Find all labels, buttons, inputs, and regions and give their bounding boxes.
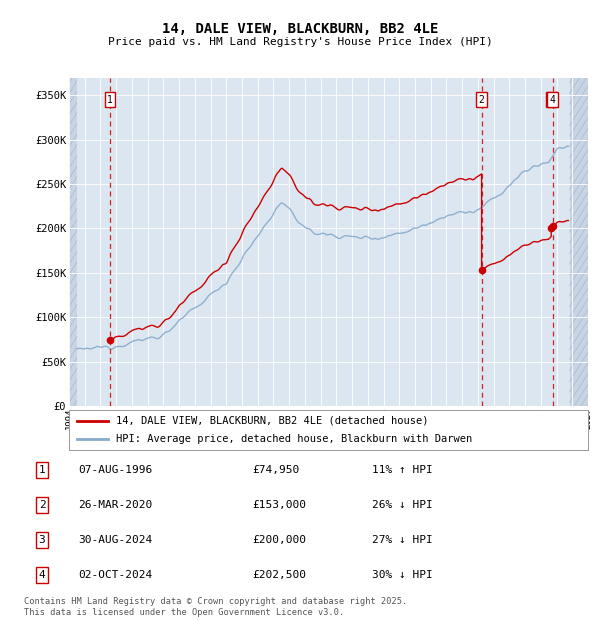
Bar (69, 78, 77, 406)
Text: 30% ↓ HPI: 30% ↓ HPI (372, 570, 433, 580)
Text: 14, DALE VIEW, BLACKBURN, BB2 4LE: 14, DALE VIEW, BLACKBURN, BB2 4LE (162, 22, 438, 36)
Text: 07-AUG-1996: 07-AUG-1996 (78, 465, 152, 475)
Text: 30-AUG-2024: 30-AUG-2024 (78, 535, 152, 545)
Text: 3: 3 (548, 95, 554, 105)
Text: 3: 3 (38, 535, 46, 545)
Text: HPI: Average price, detached house, Blackburn with Darwen: HPI: Average price, detached house, Blac… (116, 434, 472, 444)
Bar (569, 78, 588, 406)
Text: 2: 2 (38, 500, 46, 510)
Text: 26% ↓ HPI: 26% ↓ HPI (372, 500, 433, 510)
Text: 11% ↑ HPI: 11% ↑ HPI (372, 465, 433, 475)
Text: £74,950: £74,950 (252, 465, 299, 475)
Text: 4: 4 (38, 570, 46, 580)
Text: £202,500: £202,500 (252, 570, 306, 580)
Text: 27% ↓ HPI: 27% ↓ HPI (372, 535, 433, 545)
Text: 4: 4 (550, 95, 556, 105)
Text: Price paid vs. HM Land Registry's House Price Index (HPI): Price paid vs. HM Land Registry's House … (107, 37, 493, 47)
Text: £200,000: £200,000 (252, 535, 306, 545)
Text: Contains HM Land Registry data © Crown copyright and database right 2025.
This d: Contains HM Land Registry data © Crown c… (24, 598, 407, 617)
Text: 02-OCT-2024: 02-OCT-2024 (78, 570, 152, 580)
Text: 26-MAR-2020: 26-MAR-2020 (78, 500, 152, 510)
Text: 2: 2 (479, 95, 484, 105)
Text: £153,000: £153,000 (252, 500, 306, 510)
Text: 1: 1 (38, 465, 46, 475)
Text: 1: 1 (107, 95, 113, 105)
Text: 14, DALE VIEW, BLACKBURN, BB2 4LE (detached house): 14, DALE VIEW, BLACKBURN, BB2 4LE (detac… (116, 416, 428, 426)
